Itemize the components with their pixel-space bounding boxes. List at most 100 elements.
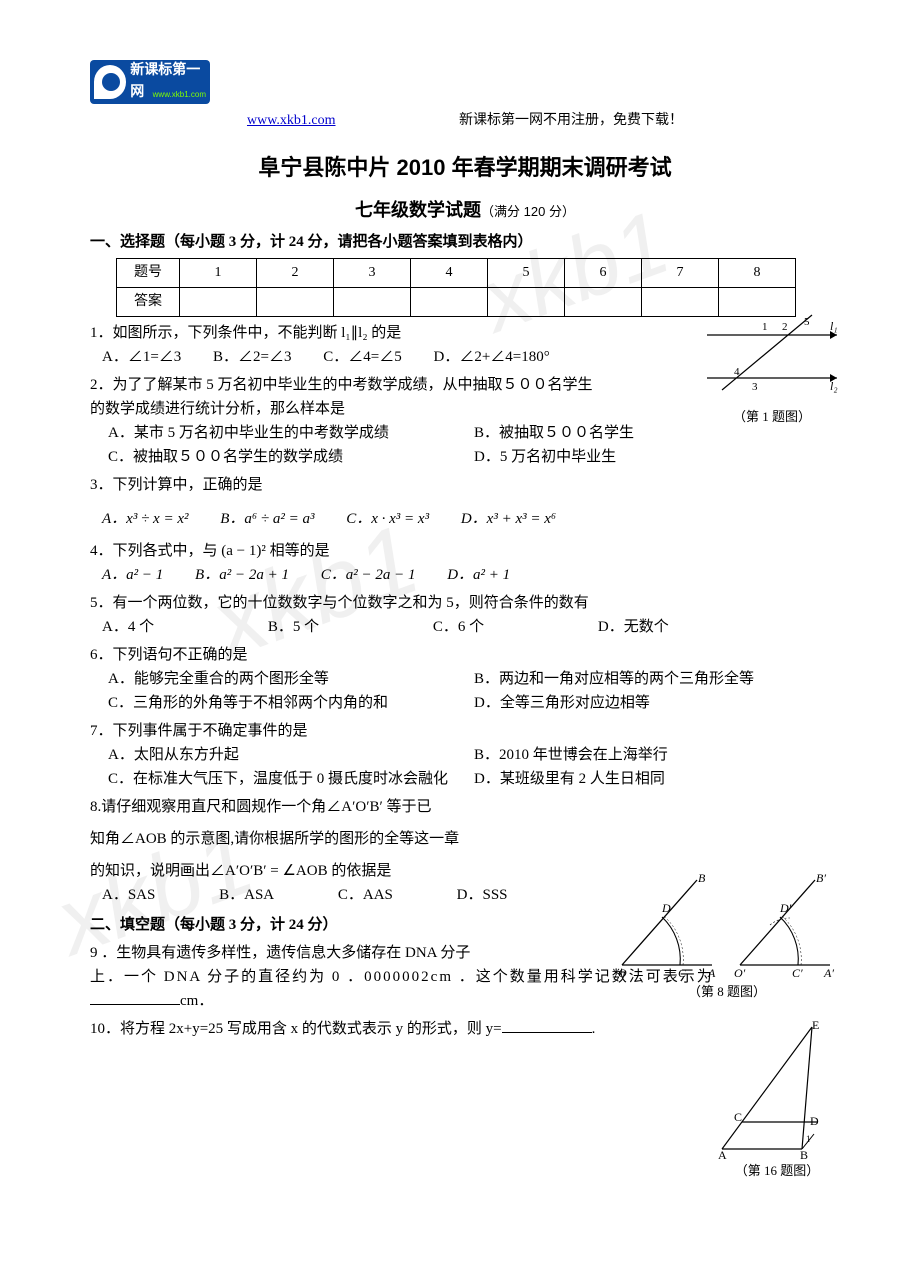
q-options: A．x³ ÷ x = x² B．a⁶ ÷ a² = a³ C．x · x³ = … <box>102 507 840 531</box>
option-d: D．无数个 <box>598 615 669 639</box>
fill-blank <box>90 990 180 1005</box>
q-stem: 7．下列事件属于不确定事件的是 <box>90 719 840 743</box>
q-stem: 6．下列语句不正确的是 <box>90 643 840 667</box>
svg-text:C: C <box>734 1110 742 1124</box>
option-c: C．三角形的外角等于不相邻两个内角的和 <box>108 691 474 715</box>
col-num: 6 <box>565 259 642 288</box>
question-5: 5．有一个两位数，它的十位数数字与个位数字之和为 5，则符合条件的数有 A．4 … <box>90 591 840 639</box>
option-c: C．被抽取５００名学生的数学成绩 <box>108 445 474 469</box>
option-b: B．a⁶ ÷ a² = a³ <box>220 507 314 531</box>
site-logo: 新课标第一网 www.xkb1.com <box>90 60 220 104</box>
col-num: 2 <box>257 259 334 288</box>
option-a: A．SAS <box>102 883 155 907</box>
answer-table: 题号 1 2 3 4 5 6 7 8 答案 <box>116 258 796 317</box>
row-label: 答案 <box>117 288 180 317</box>
col-num: 7 <box>642 259 719 288</box>
answer-cell <box>488 288 565 317</box>
svg-text:A: A <box>718 1148 727 1159</box>
figure-q1: 1 2 5 4 3 l₁ l₂ （第 1 题图） <box>702 310 842 428</box>
q-options: A．a² − 1 B．a² − 2a + 1 C．a² − 2a − 1 D．a… <box>102 563 840 587</box>
col-num: 5 <box>488 259 565 288</box>
exam-page: xkb1 xkb1 xkb1 新课标第一网 www.xkb1.com www.x… <box>0 0 920 1221</box>
option-b: B．a² − 2a + 1 <box>195 563 289 587</box>
svg-text:3: 3 <box>752 381 758 393</box>
svg-text:O: O <box>618 966 627 980</box>
option-a: A．a² − 1 <box>102 563 163 587</box>
q-stem: 的知识，说明画出∠A′O′B′ = ∠AOB 的依据是 <box>90 859 550 883</box>
svg-text:D′: D′ <box>779 901 792 915</box>
triangle-diagram: A B C D E 1 <box>712 1019 832 1159</box>
option-d: D．SSS <box>457 883 508 907</box>
col-num: 1 <box>180 259 257 288</box>
exam-subtitle: 七年级数学试题（满分 120 分） <box>90 196 840 225</box>
svg-text:l₁: l₁ <box>830 319 838 333</box>
col-num: 4 <box>411 259 488 288</box>
svg-text:B: B <box>800 1148 808 1159</box>
table-row: 答案 <box>117 288 796 317</box>
option-c: C．AAS <box>338 883 393 907</box>
svg-text:D: D <box>661 901 671 915</box>
option-d: D．某班级里有 2 人生日相同 <box>474 767 840 791</box>
punct: . <box>592 1021 596 1037</box>
option-c: C．x · x³ = x³ <box>346 507 429 531</box>
fill-blank <box>502 1018 592 1033</box>
q-stem: 5．有一个两位数，它的十位数数字与个位数字之和为 5，则符合条件的数有 <box>90 591 840 615</box>
svg-text:l₂: l₂ <box>830 379 838 393</box>
question-7: 7．下列事件属于不确定事件的是 A．太阳从东方升起 B．2010 年世博会在上海… <box>90 719 840 791</box>
exam-title: 阜宁县陈中片 2010 年春学期期末调研考试 <box>90 150 840 185</box>
svg-text:1: 1 <box>806 1134 811 1144</box>
svg-text:1: 1 <box>762 321 768 333</box>
figure-q16: A B C D E 1 （第 16 题图） <box>712 1019 842 1182</box>
q-stem: 8.请仔细观察用直尺和圆规作一个角∠A′O′B′ 等于已 <box>90 795 550 819</box>
section-1-heading: 一、选择题（每小题 3 分，计 24 分，请把各小题答案填到表格内） <box>90 230 840 254</box>
option-c: C．在标准大气压下，温度低于 0 摄氏度时冰会融化 <box>108 767 474 791</box>
option-d: D．全等三角形对应边相等 <box>474 691 840 715</box>
option-d: D．a² + 1 <box>447 563 510 587</box>
svg-text:4: 4 <box>734 366 740 378</box>
q-stem: 3．下列计算中，正确的是 <box>90 473 840 497</box>
option-d: D．x³ + x³ = x⁶ <box>461 507 556 531</box>
logo-graphic: 新课标第一网 www.xkb1.com <box>90 60 210 104</box>
svg-text:C: C <box>678 966 687 980</box>
option-c: C．6 个 <box>433 615 484 639</box>
option-a: A．4 个 <box>102 615 154 639</box>
option-b: B．5 个 <box>268 615 319 639</box>
q-options: A．某市 5 万名初中毕业生的中考数学成绩 B．被抽取５００名学生 C．被抽取５… <box>108 421 840 469</box>
svg-text:E: E <box>812 1019 819 1032</box>
option-d: D．5 万名初中毕业生 <box>474 445 840 469</box>
option-a: A．某市 5 万名初中毕业生的中考数学成绩 <box>108 421 474 445</box>
col-num: 8 <box>719 259 796 288</box>
option-c: C．∠4=∠5 <box>323 345 401 369</box>
q-options: A．能够完全重合的两个图形全等 B．两边和一角对应相等的两个三角形全等 C．三角… <box>108 667 840 715</box>
svg-text:2: 2 <box>782 321 788 333</box>
answer-cell <box>411 288 488 317</box>
q-options: A．太阳从东方升起 B．2010 年世博会在上海举行 C．在标准大气压下，温度低… <box>108 743 840 791</box>
option-c: C．a² − 2a − 1 <box>321 563 416 587</box>
figure-caption: （第 1 题图） <box>702 407 842 428</box>
svg-text:5: 5 <box>804 316 810 328</box>
compass-angle-diagram: O C A B D O′ C′ A′ B′ D′ <box>612 870 842 980</box>
answer-cell <box>565 288 642 317</box>
option-b: B．两边和一角对应相等的两个三角形全等 <box>474 667 840 691</box>
figure-caption: （第 16 题图） <box>712 1161 842 1182</box>
q-stem: 知角∠AOB 的示意图,请你根据所学的图形的全等这一章 <box>90 827 550 851</box>
q-stem: 4．下列各式中，与 (a − 1)² 相等的是 <box>90 539 840 563</box>
figure-q8: O C A B D O′ C′ A′ B′ D′ （第 8 题图） <box>612 870 842 1003</box>
site-url-link[interactable]: www.xkb1.com <box>247 113 336 128</box>
page-header: www.xkb1.com 新课标第一网不用注册，免费下载！ <box>90 110 840 132</box>
parallel-lines-diagram: 1 2 5 4 3 l₁ l₂ <box>702 310 842 405</box>
svg-text:D: D <box>810 1114 819 1128</box>
figure-caption: （第 8 题图） <box>612 982 842 1003</box>
question-3: 3．下列计算中，正确的是 A．x³ ÷ x = x² B．a⁶ ÷ a² = a… <box>90 473 840 531</box>
site-slogan: 新课标第一网不用注册，免费下载！ <box>459 113 683 128</box>
row-label: 题号 <box>117 259 180 288</box>
logo-swirl-icon <box>94 65 126 99</box>
svg-text:B′: B′ <box>816 871 826 885</box>
svg-text:B: B <box>698 871 706 885</box>
full-score-note: （满分 120 分） <box>481 204 575 219</box>
answer-cell <box>334 288 411 317</box>
question-6: 6．下列语句不正确的是 A．能够完全重合的两个图形全等 B．两边和一角对应相等的… <box>90 643 840 715</box>
question-8: 8.请仔细观察用直尺和圆规作一个角∠A′O′B′ 等于已 知角∠AOB 的示意图… <box>90 795 550 907</box>
table-row: 题号 1 2 3 4 5 6 7 8 <box>117 259 796 288</box>
option-d: D．∠2+∠4=180° <box>433 345 549 369</box>
